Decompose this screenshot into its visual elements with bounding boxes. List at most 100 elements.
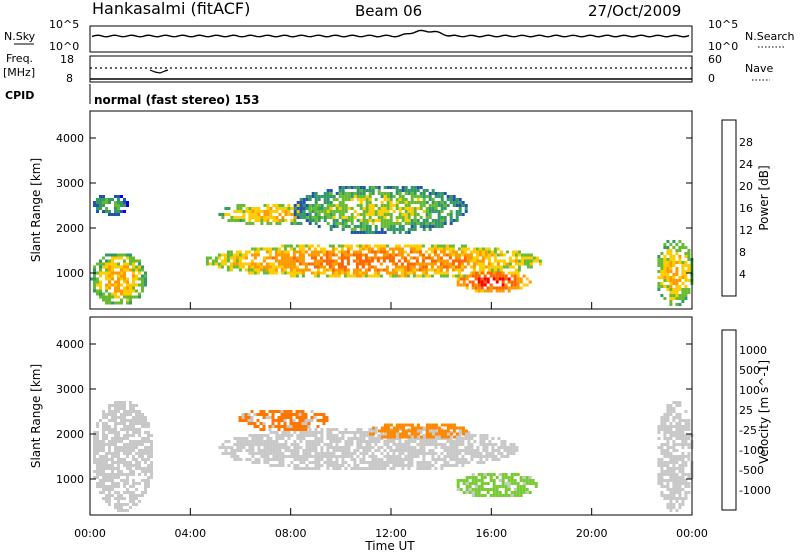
data-cell-3 xyxy=(505,250,509,254)
data-cell-0 xyxy=(126,464,129,467)
data-cell-1 xyxy=(329,455,333,458)
data-cell-0 xyxy=(138,455,141,458)
data-cell-3 xyxy=(421,256,425,260)
data-cell-0 xyxy=(117,455,120,458)
data-cell-5 xyxy=(678,494,682,497)
data-cell-4 xyxy=(395,219,399,222)
data-cell-1 xyxy=(458,461,462,464)
data-cell-6 xyxy=(681,288,685,291)
data-cell-3 xyxy=(400,262,404,266)
data-cell-4 xyxy=(395,189,399,192)
data-cell-3 xyxy=(523,262,527,266)
data-cell-6 xyxy=(681,291,685,294)
data-cell-3 xyxy=(280,250,284,254)
data-cell-3 xyxy=(340,244,344,248)
data-cell-4 xyxy=(299,213,303,216)
data-cell-3 xyxy=(427,262,431,266)
data-cell-3 xyxy=(439,271,443,275)
data-cell-5 xyxy=(669,437,673,440)
data-cell-4 xyxy=(440,207,444,210)
x-tick-label-2: 08:00 xyxy=(275,527,307,540)
data-cell-1 xyxy=(233,443,237,446)
data-cell-4 xyxy=(449,213,453,216)
data-cell-1 xyxy=(410,440,414,443)
data-cell-4 xyxy=(513,494,517,497)
data-cell-0 xyxy=(108,286,111,290)
data-cell-3 xyxy=(493,256,497,260)
data-cell-1 xyxy=(263,455,267,458)
data-cell-5 xyxy=(678,458,682,461)
data-cell-3 xyxy=(361,274,365,278)
data-cell-4 xyxy=(434,222,438,225)
nave-label: Nave xyxy=(745,62,773,75)
data-cell-1 xyxy=(470,437,474,440)
data-cell-3 xyxy=(434,423,438,427)
data-cell-2 xyxy=(316,425,320,428)
data-cell-3 xyxy=(487,253,491,257)
data-cell-2 xyxy=(266,207,270,210)
data-cell-6 xyxy=(675,267,679,270)
data-cell-1 xyxy=(254,461,258,464)
data-cell-1 xyxy=(305,440,309,443)
data-cell-5 xyxy=(669,488,673,491)
data-cell-4 xyxy=(299,201,303,204)
data-cell-0 xyxy=(150,461,153,464)
data-cell-3 xyxy=(283,259,287,263)
data-cell-3 xyxy=(511,259,515,263)
data-cell-4 xyxy=(311,207,315,210)
data-cell-4 xyxy=(395,228,399,231)
data-cell-4 xyxy=(419,207,423,210)
data-cell-4 xyxy=(486,488,490,491)
data-cell-3 xyxy=(334,253,338,257)
data-cell-1 xyxy=(293,467,297,470)
data-cell-0 xyxy=(138,277,141,281)
data-cell-3 xyxy=(400,274,404,278)
data-cell-3 xyxy=(280,244,284,248)
data-cell-0 xyxy=(135,268,138,272)
data-cell-5 xyxy=(681,497,685,500)
data-cell-4 xyxy=(371,186,375,189)
data-cell-3 xyxy=(463,250,467,254)
data-cell-4 xyxy=(443,207,447,210)
data-cell-0 xyxy=(123,485,126,488)
data-cell-4 xyxy=(308,195,312,198)
data-cell-1 xyxy=(263,452,267,455)
data-cell-3 xyxy=(445,262,449,266)
data-cell-3 xyxy=(472,256,476,260)
data-cell-3 xyxy=(343,256,347,260)
data-cell-4 xyxy=(458,210,462,213)
data-cell-5 xyxy=(666,506,670,509)
data-cell-4 xyxy=(419,216,423,219)
data-cell-5 xyxy=(495,286,499,290)
data-cell-3 xyxy=(514,262,518,266)
data-cell-1 xyxy=(114,201,117,204)
data-cell-1 xyxy=(248,443,252,446)
data-cell-5 xyxy=(681,440,685,443)
data-cell-4 xyxy=(416,195,420,198)
data-cell-4 xyxy=(525,491,529,494)
data-cell-1 xyxy=(395,437,399,440)
data-cell-0 xyxy=(141,280,144,284)
data-cell-1 xyxy=(485,458,489,461)
data-cell-3 xyxy=(286,244,290,248)
data-cell-5 xyxy=(666,440,670,443)
data-cell-4 xyxy=(507,485,511,488)
data-cell-6 xyxy=(678,297,682,300)
data-cell-0 xyxy=(123,482,126,485)
data-cell-4 xyxy=(501,485,505,488)
data-cell-1 xyxy=(275,431,279,434)
data-cell-1 xyxy=(347,449,351,452)
data-cell-4 xyxy=(455,213,459,216)
data-cell-0 xyxy=(120,253,123,257)
data-cell-3 xyxy=(430,244,434,248)
data-cell-4 xyxy=(353,195,357,198)
data-cell-3 xyxy=(331,268,335,272)
data-cell-1 xyxy=(329,446,333,449)
data-cell-1 xyxy=(374,455,378,458)
data-cell-5 xyxy=(666,419,670,422)
data-cell-1 xyxy=(239,449,243,452)
data-cell-3 xyxy=(244,262,248,266)
data-cell-3 xyxy=(460,253,464,257)
data-cell-1 xyxy=(419,446,423,449)
